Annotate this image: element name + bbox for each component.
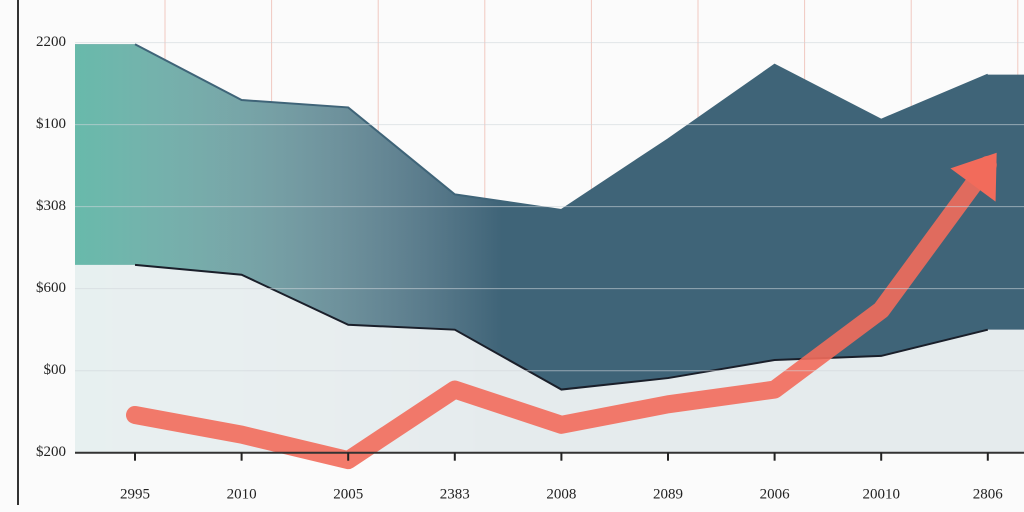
y-tick-label: $100: [36, 116, 66, 132]
y-tick-label: $200: [36, 444, 66, 460]
line: [134, 263, 989, 391]
x-tick-label: 20010: [862, 486, 900, 502]
line: [126, 155, 997, 470]
y-tick-label: $308: [36, 198, 66, 214]
x-tick-label: 2995: [120, 486, 150, 502]
y-tick-label: 2200: [36, 34, 66, 50]
x-tick-label: 2008: [546, 486, 576, 502]
x-tick-label: 2806: [973, 486, 1004, 502]
x-tick-label: 2089: [653, 486, 683, 502]
x-tick-label: 2006: [760, 486, 791, 502]
x-tick-label: 2010: [227, 486, 257, 502]
x-tick-label: 2005: [333, 486, 363, 502]
plot: $200 $00 $600 $308 $100 2200 2995 2010 2005 2383 2…: [36, 0, 1024, 502]
y-tick-label: $600: [36, 280, 66, 296]
line: [134, 43, 989, 211]
arrow-head: [950, 152, 997, 202]
x-tick-label: 2383: [440, 486, 470, 502]
y-tick-label: $00: [44, 362, 67, 378]
area: [75, 264, 1024, 453]
